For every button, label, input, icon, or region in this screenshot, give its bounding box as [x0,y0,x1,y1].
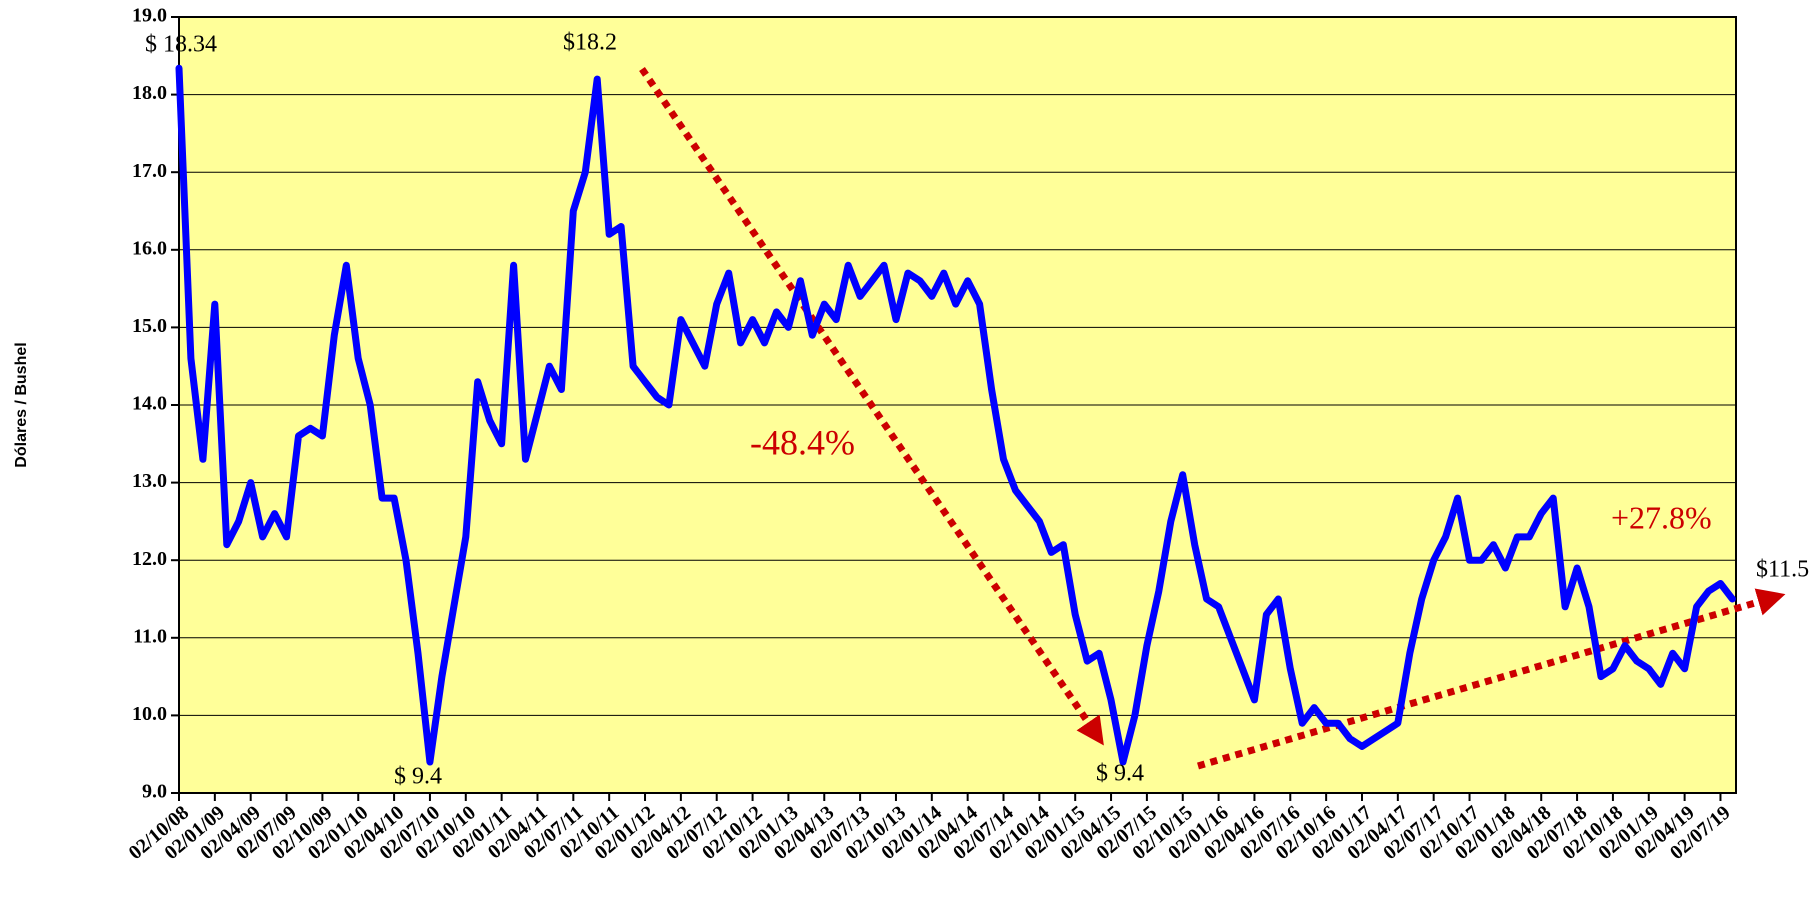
annotation: $ 18.34 [145,32,217,58]
annotation: -48.4% [750,422,855,462]
y-tick-label: 18.0 [132,82,167,104]
price-line [175,64,1736,766]
y-axis-label: Dólares / Bushel [13,342,30,467]
annotation: $11.5 [1756,557,1809,583]
y-tick-label: 13.0 [132,470,167,492]
y-tick-label: 16.0 [132,237,167,259]
annotation: $ 9.4 [1096,761,1144,787]
annotation: $ 9.4 [394,764,442,790]
annotation: +27.8% [1611,499,1712,535]
y-tick-label: 10.0 [132,703,167,725]
y-tick-label: 14.0 [132,393,167,415]
trend-arrow [1197,588,1786,770]
y-tick-label: 15.0 [132,315,167,337]
y-tick-label: 9.0 [142,781,167,803]
annotation: $18.2 [563,30,617,56]
y-tick-label: 17.0 [132,160,167,182]
y-tick-label: 12.0 [132,548,167,570]
y-tick-label: 19.0 [132,5,167,27]
trend-arrow [639,67,1104,746]
y-tick-label: 11.0 [133,625,167,647]
